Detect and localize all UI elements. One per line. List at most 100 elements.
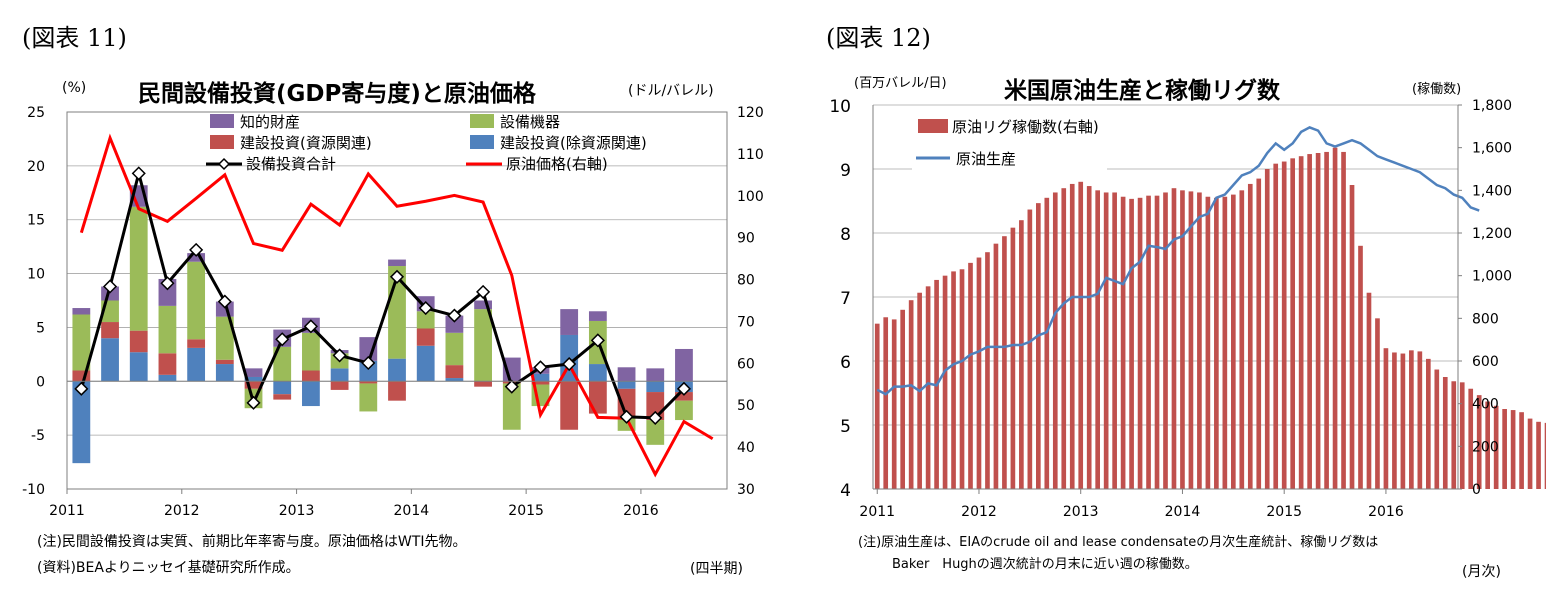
chart1-bar-segment [502,383,521,430]
chart2-rig-bar [951,271,956,489]
chart2-rig-bar [1180,190,1185,490]
chart1-total-marker [160,276,175,291]
chart2-rig-bar [1527,418,1533,489]
chart1-bar-segment [531,381,550,385]
chart2-rig-bar [1044,197,1050,490]
chart1-legend-label: 設備機器 [500,113,560,131]
chart2-right-tick-label: 600 [1472,354,1499,370]
chart1-bar-segment [72,308,91,315]
chart2-rig-bar [1332,147,1338,489]
chart2-left-tick-label: 4 [840,481,851,501]
chart1-bar-segment [273,381,292,395]
chart1-total-marker [275,332,290,347]
chart2-rig-bar [1459,382,1465,489]
chart1-bar-segment [302,332,320,371]
chart2-rig-bar [1230,194,1236,489]
chart2-rig-bar [1273,163,1279,489]
chart1-total-marker [74,381,89,396]
chart1-right-tick-label: 90 [737,231,755,247]
chart2-rig-bar [1502,409,1507,489]
chart2-title: 米国原油生産と稼働リグ数 [1004,78,1280,104]
chart1-x-tick-label: 2015 [508,503,544,519]
chart1-bar-segment [129,352,148,382]
chart1-total-marker [217,294,232,309]
chart1-total-marker [619,409,634,424]
chart1-bar-segment [359,383,378,412]
figure-12-label: (図表 12) [826,24,931,52]
chart1-legend-label: 建設投資(除資源関連) [500,134,647,152]
chart2-rig-bar [1061,188,1067,489]
chart1-total-marker [504,379,519,394]
chart1-bar-segment [129,330,148,353]
figure-11-label: (図表 11) [22,24,127,52]
chart2-right-tick-label: 200 [1472,439,1499,455]
chart1-legend-swatch [470,135,494,149]
chart2-rig-bar [968,262,973,489]
chart1-total-marker [389,269,405,284]
chart1-bar-segment [388,358,406,382]
chart1-right-tick-label: 60 [737,356,755,372]
chart1-bar-segment [330,368,349,382]
chart1-right-tick-label: 100 [737,189,764,205]
chart2-rig-bar [1214,197,1219,490]
chart2-note-1: (注)原油生産は、EIAのcrude oil and lease condens… [858,535,1379,550]
chart2-rig-bar [1476,395,1482,489]
chart2-plot: 4 5 6 7 8 9 10 0 200 400 600 800 1,000 1,200 1,400 1,60… [829,97,1546,520]
chart2-rig-bar [1417,351,1423,489]
chart1-total-marker [562,356,577,372]
chart2-right-tick-label: 1,800 [1472,98,1512,114]
chart1-bar-segment [474,300,492,310]
chart2-left-tick-label: 10 [829,97,851,117]
chart1-right-tick-label: 50 [737,398,755,414]
chart1-bar-segment [302,381,320,407]
chart1-bar-segment [560,381,579,430]
chart2-rig-bar [1392,352,1397,489]
chart2-rig-bar [1409,350,1414,489]
chart1-bar-segment [273,394,292,400]
chart1-total-marker [131,166,146,181]
chart1-title: 民間設備投資(GDP寄与度)と原油価格 [138,81,536,107]
chart1-total-marker [303,319,318,334]
chart1-x-tick-label: 2016 [623,503,659,519]
chart2-x-tick-label: 2013 [1063,504,1099,520]
chart2-rig-bar [1129,198,1134,489]
chart1-x-tick-label: 2014 [394,503,430,519]
chart1-bar-segment [445,315,464,333]
chart1-bar-segment [72,381,91,464]
chart2-rig-bar [1052,192,1058,489]
chart1-bar-segment [445,378,464,382]
chart1-bar-segment [158,374,177,382]
chart2-right-tick-label: 0 [1472,482,1481,498]
chart1-bar-segment [416,328,435,346]
chart1-total-marker [648,410,663,425]
chart1-bar-segment [187,253,206,262]
chart1-bar-segment [72,370,91,382]
chart2-rig-bar [1086,186,1092,490]
chart2-x-tick-label: 2015 [1266,504,1302,520]
chart2-x-tick-label: 2011 [859,504,895,520]
chart1-note-2: (資料)BEAよりニッセイ基礎研究所作成。 [37,560,300,576]
chart1-left-tick-label: -10 [22,482,45,498]
chart1-bar-segment [129,206,148,331]
chart1-total-line [79,173,686,420]
chart1-left-tick-label: -5 [31,428,45,444]
chart2-x-tick-label: 2012 [961,504,997,520]
chart1-right-unit: (ドル/バレル) [628,83,714,99]
chart2-x-tick-label: 2014 [1165,504,1201,520]
chart1-bar-segment [617,381,636,389]
chart1-total-marker [447,308,462,323]
chart1-total-marker [332,348,347,363]
chart1-bar-segment [215,316,234,360]
chart2-right-unit: (稼働数) [1412,82,1462,97]
chart1-total-marker [361,355,376,371]
chart1-oil-price-line [79,133,714,478]
chart1-right-tick-label: 120 [737,105,764,121]
chart1-bar-segment [244,381,263,389]
chart2-rig-bar [993,243,999,489]
chart2-right-tick-label: 1,000 [1472,269,1512,285]
chart2-rig-bar [976,257,982,489]
chart1-bar-segment [675,392,693,401]
chart1-bar-segment [359,381,378,384]
chart2-left-tick-label: 9 [840,161,851,181]
chart1-right-tick-label: 30 [737,482,755,498]
